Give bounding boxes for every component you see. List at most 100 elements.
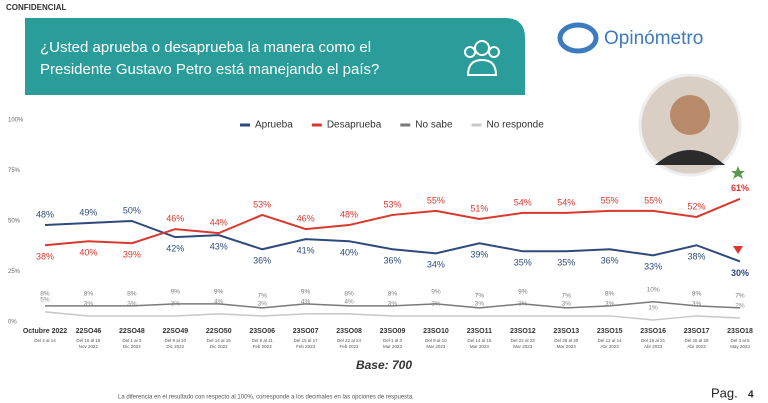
value-label: 50% — [123, 205, 141, 215]
x-tick-date: Del 1 al 3 — [122, 338, 142, 343]
page-label: Pag. — [711, 385, 738, 400]
x-tick-label: 22SO46 — [76, 328, 102, 335]
value-label: 3% — [127, 301, 137, 308]
x-tick-label: 23SO08 — [336, 328, 362, 335]
down-icon — [733, 246, 743, 254]
x-tick-date: Del 15 al 17 — [294, 338, 319, 343]
value-label: 7% — [257, 293, 267, 300]
title-banner — [25, 18, 525, 95]
legend-label: No responde — [487, 120, 545, 131]
x-tick-label: 22SO49 — [162, 328, 188, 335]
value-label: 49% — [79, 207, 97, 217]
x-tick-label: 23SO10 — [423, 328, 449, 335]
x-tick-label: 22SO50 — [206, 328, 232, 335]
value-label: 8% — [388, 291, 398, 298]
series-line — [44, 197, 741, 247]
value-label: 48% — [340, 209, 358, 219]
x-tick-label: 23SO12 — [510, 328, 536, 335]
x-tick-date: Del 28 al 30 — [554, 338, 579, 343]
value-label: 34% — [427, 260, 445, 270]
value-label: 3% — [84, 301, 94, 308]
value-label: 55% — [644, 195, 662, 205]
value-label: 52% — [688, 201, 706, 211]
legend-label: Desaprueba — [327, 120, 382, 131]
x-tick-date: Del 4 al 14 — [34, 338, 56, 343]
x-tick-date: Del 22 al 23 — [511, 338, 536, 343]
value-label: 36% — [253, 256, 271, 266]
x-tick-date: Dic 2022 — [166, 344, 184, 349]
x-tick-date: Mar 2023 — [557, 344, 577, 349]
value-label: 55% — [601, 195, 619, 205]
x-tick-date: Abr 2023 — [687, 344, 706, 349]
value-label: 3% — [171, 301, 181, 308]
x-tick-label: 23SO09 — [380, 328, 406, 335]
x-tick-date: Del 25 al 28 — [685, 338, 710, 343]
value-label: 44% — [210, 217, 228, 227]
x-tick-label: 23SO17 — [684, 328, 710, 335]
x-tick-date: Del 16 al 18 — [76, 338, 101, 343]
page-number: 4 — [748, 390, 754, 401]
value-label: 38% — [688, 252, 706, 262]
x-tick-date: Del 3 al 5 — [730, 338, 750, 343]
value-label: 40% — [340, 248, 358, 258]
value-label: 39% — [470, 250, 488, 260]
value-label: 3% — [431, 301, 441, 308]
x-tick-date: May 2023 — [730, 344, 750, 349]
up-icon — [731, 166, 745, 179]
x-tick-label: Octubre 2022 — [23, 328, 67, 335]
y-tick-label: 100% — [8, 118, 24, 124]
value-label: 54% — [557, 197, 575, 207]
value-label: 5% — [40, 297, 50, 304]
value-label: 7% — [475, 293, 485, 300]
x-tick-date: Del 22 al 24 — [337, 338, 362, 343]
x-tick-date: Feb 2023 — [296, 344, 316, 349]
value-label: 35% — [514, 258, 532, 268]
x-tick-label: 23SO18 — [727, 328, 753, 335]
value-label: 53% — [383, 199, 401, 209]
title-line: ¿Usted aprueba o desaprueba la manera co… — [40, 39, 371, 56]
value-label: 8% — [40, 291, 50, 298]
value-label: 2% — [735, 303, 745, 310]
value-label: 10% — [647, 287, 660, 294]
x-tick-date: Mar 2023 — [470, 344, 490, 349]
confidential: CONFIDENCIAL — [6, 3, 67, 12]
value-label: 46% — [166, 213, 184, 223]
value-label: 48% — [36, 209, 54, 219]
series-line — [44, 311, 741, 321]
x-tick-date: Mar 2023 — [513, 344, 533, 349]
value-label: 8% — [344, 291, 354, 298]
x-tick-label: 23SO13 — [553, 328, 579, 335]
brand-name: Opinómetro — [604, 28, 703, 49]
base: Base: 700 — [356, 358, 412, 372]
people-icon — [464, 40, 500, 76]
x-tick-date: Dic 2022 — [123, 344, 141, 349]
value-label: 8% — [127, 291, 137, 298]
value-label: 8% — [605, 291, 615, 298]
x-tick-date: Abr 2023 — [601, 344, 620, 349]
x-tick-date: Del 1 al 3 — [383, 338, 403, 343]
value-label: 4% — [214, 299, 224, 306]
value-label: 3% — [518, 301, 528, 308]
series-line — [45, 301, 741, 309]
value-label: 7% — [562, 293, 572, 300]
value-label: 36% — [383, 256, 401, 266]
x-tick-date: Mar 2023 — [383, 344, 403, 349]
x-tick-date: Del 19 al 21 — [641, 338, 666, 343]
value-label: 55% — [427, 195, 445, 205]
value-label: 3% — [257, 301, 267, 308]
brand-logo — [557, 22, 599, 54]
footnote: La diferencia en el resultado con respec… — [118, 395, 414, 401]
x-tick-label: 23SO15 — [597, 328, 623, 335]
x-tick-date: Feb 2023 — [340, 344, 360, 349]
photo-suit — [655, 150, 725, 165]
y-tick-label: 25% — [8, 269, 21, 275]
value-label: 38% — [36, 252, 54, 262]
title-line: Presidente Gustavo Petro está manejando … — [40, 61, 379, 78]
x-tick-label: 23SO07 — [293, 328, 319, 335]
value-label: 3% — [562, 301, 572, 308]
x-tick-date: Abr 2023 — [644, 344, 663, 349]
value-label: 4% — [301, 299, 311, 306]
x-tick-date: Feb 2023 — [253, 344, 273, 349]
value-label: 9% — [301, 289, 311, 296]
